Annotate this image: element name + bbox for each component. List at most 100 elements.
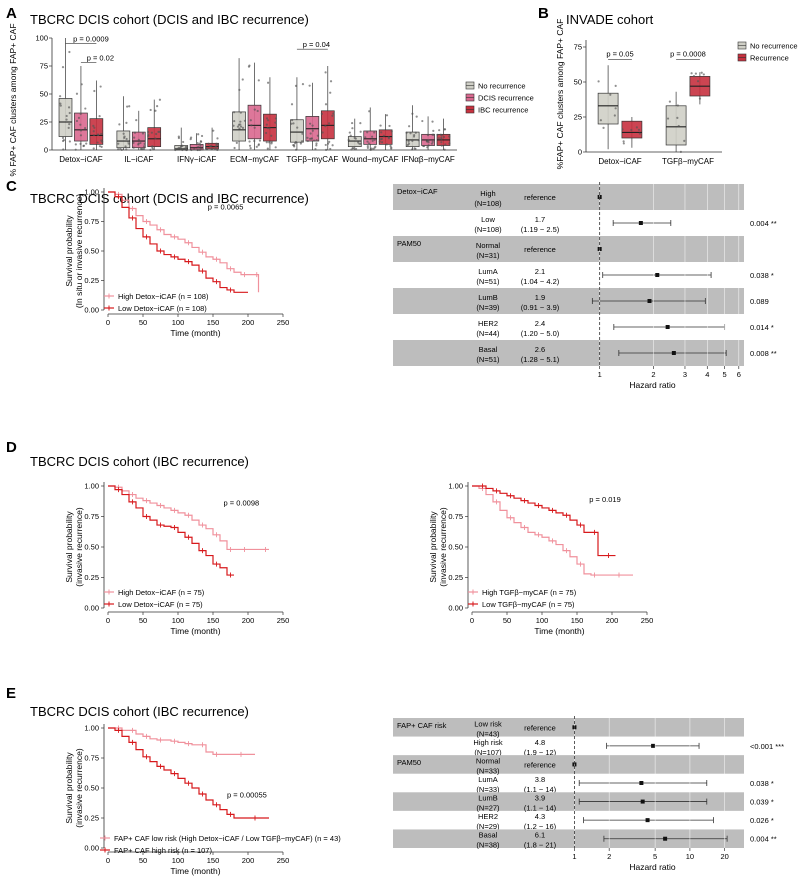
jitter-point xyxy=(253,139,256,143)
jitter-point xyxy=(93,89,96,93)
jitter-point xyxy=(214,145,217,148)
jitter-point xyxy=(622,142,625,145)
jitter-point xyxy=(196,142,199,145)
jitter-point xyxy=(85,142,88,145)
x-tick-label: 2 xyxy=(651,370,655,379)
forest-n: (N=31) xyxy=(476,251,500,260)
forest-n: (N=33) xyxy=(476,785,500,794)
y-tick-label: 25 xyxy=(40,118,48,127)
y-axis-title: Survival probability xyxy=(64,511,74,583)
jitter-point xyxy=(405,131,408,134)
jitter-point xyxy=(59,104,62,107)
x-tick-label: 10 xyxy=(686,852,694,861)
forest-hr: 3.8 xyxy=(535,775,545,784)
x-tick-label: 50 xyxy=(139,616,147,625)
box xyxy=(347,136,362,147)
forest-ci: (1.1 − 14) xyxy=(524,785,557,794)
legend-label: No recurrence xyxy=(478,82,526,91)
y-tick-label: 1.00 xyxy=(448,482,463,491)
jitter-point xyxy=(700,71,703,74)
jitter-point xyxy=(440,141,443,144)
jitter-point xyxy=(666,117,670,120)
jitter-point xyxy=(156,105,159,108)
jitter-point xyxy=(199,144,202,147)
jitter-point xyxy=(257,79,260,82)
jitter-point xyxy=(79,123,82,126)
x-tick-label: 5 xyxy=(723,370,727,379)
jitter-point xyxy=(253,126,256,129)
y-tick-label: 100 xyxy=(35,34,48,43)
jitter-point xyxy=(332,112,335,115)
x-tick-label: 150 xyxy=(207,856,220,865)
panel-c-letter: C xyxy=(6,178,17,195)
jitter-point xyxy=(308,84,311,87)
forest-hr: 2.1 xyxy=(535,267,545,276)
jitter-point xyxy=(299,142,302,145)
forest-n: (N=29) xyxy=(476,822,500,831)
x-axis-title: Time (month) xyxy=(170,866,220,876)
forest-hr: 6.1 xyxy=(535,831,545,840)
forest-ci: (0.91 − 3.9) xyxy=(521,303,560,312)
jitter-point xyxy=(58,95,62,98)
jitter-point xyxy=(79,134,83,137)
x-tick-label: 2 xyxy=(607,852,611,861)
panel-e: E TBCRC DCIS cohort (IBC recurrence) 0.0… xyxy=(6,685,784,876)
box xyxy=(116,130,131,149)
jitter-point xyxy=(79,129,83,132)
jitter-point xyxy=(93,126,96,129)
jitter-point xyxy=(249,147,252,150)
km-curve xyxy=(472,485,616,557)
x-tick-label: 200 xyxy=(242,616,255,625)
jitter-point xyxy=(74,148,77,151)
forest-row-band xyxy=(393,755,744,774)
jitter-point xyxy=(74,143,77,146)
x-tick-label: 20 xyxy=(720,852,728,861)
forest-level: High risk xyxy=(473,738,502,747)
forest-estimate xyxy=(663,836,668,841)
jitter-point xyxy=(61,136,65,139)
jitter-point xyxy=(257,144,260,147)
y-axis-title: Survival probability xyxy=(428,511,438,583)
jitter-point xyxy=(683,139,686,142)
jitter-point xyxy=(310,137,314,140)
x-tick-label: TGFβ−myCAF xyxy=(286,155,338,164)
jitter-point xyxy=(702,73,705,76)
jitter-point xyxy=(247,65,251,68)
x-tick-label: ECM−myCAF xyxy=(230,155,279,164)
legend-label: FAP+ CAF high risk (n = 107) xyxy=(114,846,212,855)
forest-ci: (1.9 − 12) xyxy=(524,748,557,757)
y-tick-label: 50 xyxy=(574,78,582,87)
y-tick-label: 0.75 xyxy=(84,217,99,226)
jitter-point xyxy=(117,142,120,145)
jitter-point xyxy=(149,148,152,151)
jitter-point xyxy=(692,75,696,78)
x-tick-label: 0 xyxy=(470,616,474,625)
jitter-point xyxy=(301,132,304,135)
jitter-point xyxy=(143,145,146,148)
jitter-point xyxy=(77,116,81,120)
jitter-point xyxy=(415,115,418,118)
jitter-point xyxy=(432,129,435,132)
jitter-point xyxy=(366,145,369,148)
jitter-point xyxy=(197,133,200,136)
jitter-point xyxy=(174,148,177,152)
forest-level: Low risk xyxy=(474,719,502,728)
jitter-point xyxy=(151,146,154,149)
jitter-point xyxy=(125,137,128,141)
forest-n: (N=108) xyxy=(474,225,502,234)
jitter-point xyxy=(135,119,138,122)
y-axis-title: Survival probability xyxy=(64,752,74,824)
forest-row-band xyxy=(393,792,744,811)
forest-pvalue: 0.039 * xyxy=(750,798,774,807)
jitter-point xyxy=(421,119,424,123)
jitter-point xyxy=(329,91,332,94)
forest-hr: reference xyxy=(524,723,556,732)
box xyxy=(665,105,687,146)
x-axis-title: Hazard ratio xyxy=(629,380,676,390)
x-tick-label: 200 xyxy=(242,318,255,327)
jitter-point xyxy=(182,140,185,144)
y-axis-title: (invasive recurrence) xyxy=(74,748,84,828)
jitter-point xyxy=(417,139,420,142)
jitter-point xyxy=(442,135,446,139)
panel-e-letter: E xyxy=(6,685,16,702)
